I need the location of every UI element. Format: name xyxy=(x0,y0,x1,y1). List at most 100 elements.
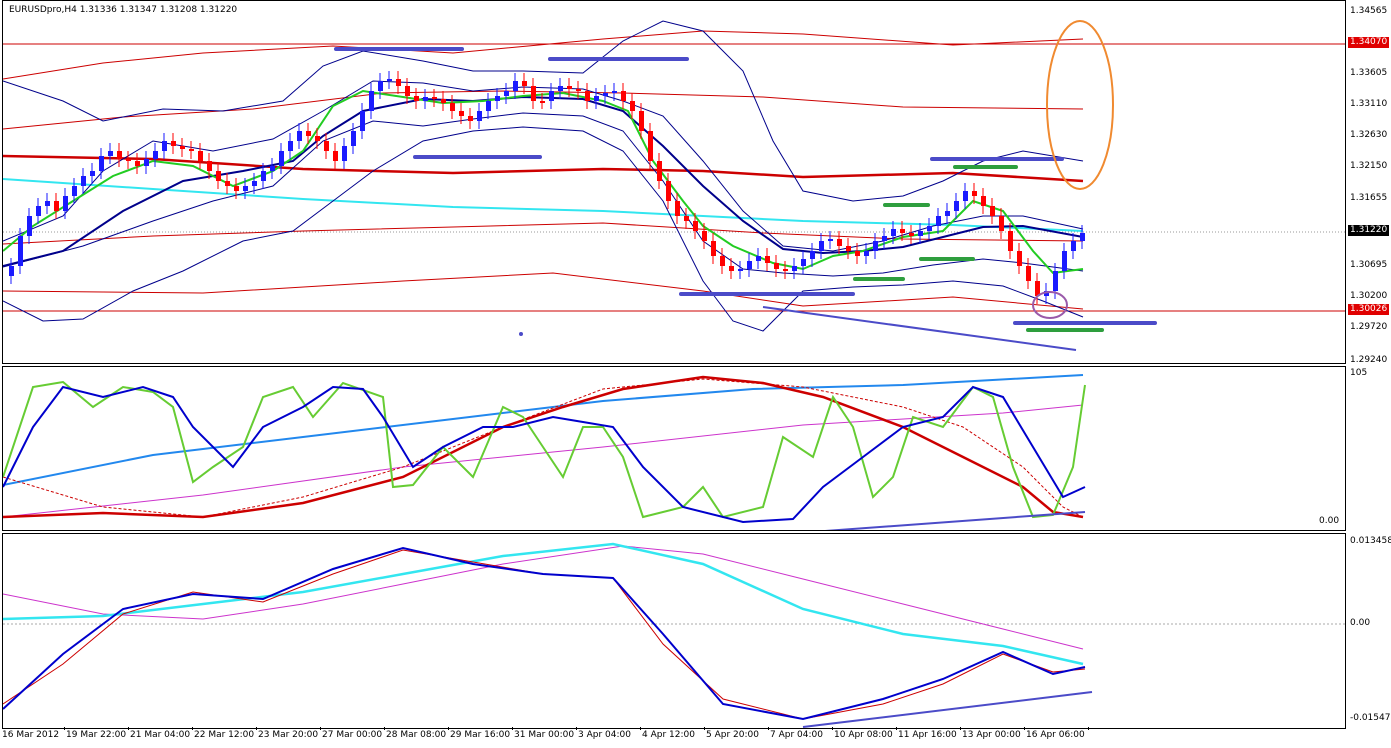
bear-candle xyxy=(837,239,842,246)
bull-candle xyxy=(297,131,302,141)
bull-candle xyxy=(72,186,77,196)
time-tick-mark xyxy=(704,727,705,730)
bear-candle xyxy=(783,269,788,271)
blue-macd-main-line xyxy=(3,546,1086,721)
macd-top-label: 0.013458 xyxy=(1350,536,1391,546)
bear-candle xyxy=(1026,266,1031,281)
red-moving-average xyxy=(3,154,1084,183)
price-tick-label: 1.30695 xyxy=(1350,260,1388,270)
cyan-moving-average xyxy=(3,178,1084,232)
bull-candle xyxy=(45,201,50,206)
bollinger-inner-lower xyxy=(3,112,1084,277)
bull-candle xyxy=(1062,251,1067,271)
bear-candle xyxy=(333,151,338,161)
bear-candle xyxy=(207,161,212,171)
price-chart-pane[interactable]: EURUSDpro,H4 1.31336 1.31347 1.31208 1.3… xyxy=(2,0,1346,364)
macd-axis: 0.013458 0.00 -0.01547 xyxy=(1347,533,1391,729)
bear-candle xyxy=(765,256,770,263)
price-trendline xyxy=(762,306,1077,351)
bear-candle xyxy=(531,86,536,101)
time-tick-label: 7 Apr 04:00 xyxy=(770,730,823,740)
bear-candle xyxy=(540,101,545,103)
bull-candle xyxy=(18,236,23,266)
bear-candle xyxy=(522,81,527,86)
bollinger-lower-band xyxy=(3,126,1084,332)
time-tick-mark xyxy=(832,727,833,730)
cyan-macd-line xyxy=(3,542,1084,666)
bear-candle xyxy=(720,256,725,266)
bull-candle xyxy=(828,239,833,241)
time-tick-label: 28 Mar 08:00 xyxy=(386,730,447,740)
time-tick-mark xyxy=(960,727,961,730)
time-tick-mark xyxy=(1024,727,1025,730)
bear-candle xyxy=(414,96,419,101)
macd-bottom-label: -0.01547 xyxy=(1350,713,1391,723)
bull-candle xyxy=(423,97,428,101)
bull-candle xyxy=(369,91,374,111)
time-tick-label: 21 Mar 04:00 xyxy=(130,730,191,740)
time-tick-mark xyxy=(896,727,897,730)
time-tick-mark xyxy=(1088,727,1089,730)
bear-candle xyxy=(225,181,230,186)
bear-candle xyxy=(639,111,644,131)
bear-candle xyxy=(1008,231,1013,251)
time-tick-mark xyxy=(128,727,129,730)
bull-candle xyxy=(936,216,941,226)
macd-trendline xyxy=(802,691,1093,728)
bear-candle xyxy=(126,159,131,161)
time-tick-label: 11 Apr 16:00 xyxy=(898,730,957,740)
bull-candle xyxy=(243,186,248,191)
bear-candle xyxy=(468,116,473,121)
time-tick-mark xyxy=(256,727,257,730)
lower-line-price-tag: 1.30026 xyxy=(1348,304,1390,315)
time-axis: 16 Mar 2012 19 Mar 22:00 21 Mar 04:00 22 Ma… xyxy=(0,727,1391,748)
bull-candle xyxy=(288,141,293,151)
bull-candle xyxy=(963,191,968,201)
bear-candle xyxy=(657,161,662,181)
bull-candle xyxy=(594,96,599,101)
bear-candle xyxy=(315,136,320,141)
bull-candle xyxy=(504,91,509,96)
time-tick-mark xyxy=(576,727,577,730)
green-stochastic xyxy=(3,380,1086,519)
bear-candle xyxy=(180,146,185,149)
bear-candle xyxy=(198,151,203,161)
time-tick-label: 27 Mar 00:00 xyxy=(322,730,383,740)
bear-candle xyxy=(432,97,437,99)
oscillator-pane[interactable] xyxy=(2,366,1346,531)
bull-candle xyxy=(387,79,392,81)
bear-candle xyxy=(729,266,734,271)
price-tick-label: 1.30200 xyxy=(1350,291,1388,301)
bear-candle xyxy=(846,246,851,251)
oscillator-trendline xyxy=(825,511,1086,530)
bull-candle xyxy=(144,159,149,166)
bear-candle xyxy=(405,86,410,96)
symbol-info-label: EURUSDpro,H4 1.31336 1.31347 1.31208 1.3… xyxy=(9,5,238,15)
bull-candle xyxy=(486,101,491,111)
bull-candle xyxy=(360,111,365,131)
bull-candle xyxy=(495,96,500,101)
bear-candle xyxy=(324,141,329,151)
time-tick-label: 16 Mar 2012 xyxy=(2,730,60,740)
bear-candle xyxy=(621,91,626,101)
bull-candle xyxy=(801,259,806,266)
price-tick-label: 1.32630 xyxy=(1350,130,1388,140)
red-envelope-top xyxy=(3,30,1084,80)
bull-candle xyxy=(108,151,113,156)
bull-candle xyxy=(90,171,95,176)
price-axis: 1.34565 1.33605 1.33110 1.32630 1.32150 1.316… xyxy=(1347,0,1391,365)
time-tick-label: 22 Mar 12:00 xyxy=(194,730,255,740)
bull-candle xyxy=(756,256,761,261)
bear-candle xyxy=(693,221,698,231)
bear-candle xyxy=(981,196,986,206)
time-tick-label: 13 Apr 00:00 xyxy=(962,730,1021,740)
bull-candle xyxy=(882,236,887,241)
current-price-tag: 1.31220 xyxy=(1348,225,1390,236)
bear-candle xyxy=(189,149,194,151)
time-tick-mark xyxy=(448,727,449,730)
bull-candle xyxy=(1053,271,1058,291)
macd-pane[interactable] xyxy=(2,533,1346,729)
bear-candle xyxy=(1035,281,1040,296)
orange-highlight-ellipse xyxy=(1046,20,1114,190)
bull-candle xyxy=(792,266,797,271)
